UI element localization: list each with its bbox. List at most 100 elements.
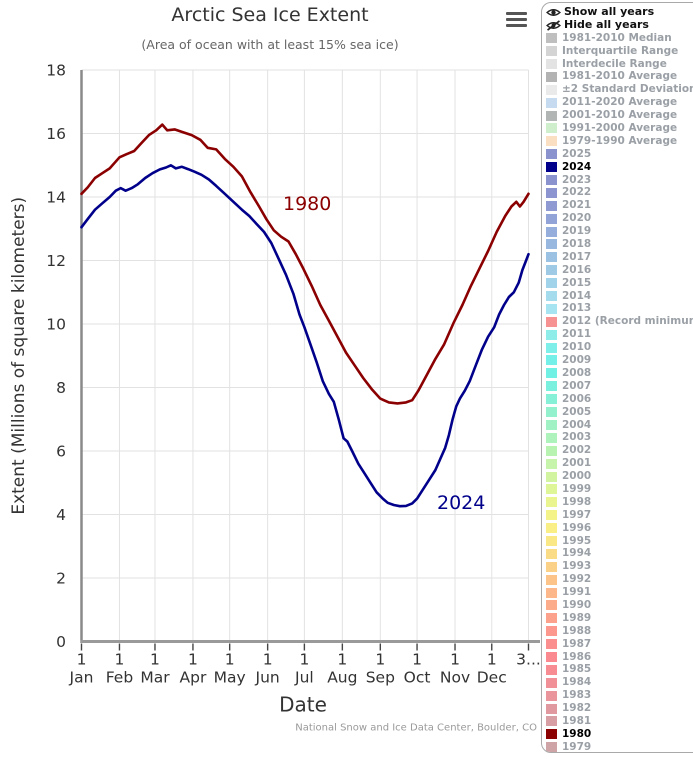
legend-entry-2017[interactable]: 2017 [542,251,693,264]
legend-entry-1990[interactable]: 1990 [542,599,693,612]
legend-entry-1983[interactable]: 1983 [542,689,693,702]
x-tick-label-month: Mar [140,669,170,687]
legend-entry-1981[interactable]: 1981 [542,715,693,728]
legend-entry-2011-2020[interactable]: 2011-2020 Average [542,96,693,109]
legend-entry-2015[interactable]: 2015 [542,277,693,290]
legend-entry-1989[interactable]: 1989 [542,612,693,625]
legend-entry-label: 1998 [562,495,592,508]
legend-entry-1996[interactable]: 1996 [542,522,693,535]
x-tick-label-day: 1 [375,651,385,669]
legend-swatch [546,639,557,650]
legend-entry-1979[interactable]: 1979 [542,741,693,752]
legend-entry-1991[interactable]: 1991 [542,586,693,599]
legend-entry-2002[interactable]: 2002 [542,444,693,457]
legend-entry-2021[interactable]: 2021 [542,199,693,212]
legend-entry-Interdecile[interactable]: Interdecile Range [542,58,693,71]
y-tick-label: 12 [46,252,66,270]
legend-entry-1992[interactable]: 1992 [542,573,693,586]
legend-swatch [546,407,557,418]
legend-entry-2008[interactable]: 2008 [542,367,693,380]
x-tick-label-month: Jun [255,669,280,687]
x-tick-label-month: Feb [106,669,133,687]
legend-entry-2019[interactable]: 2019 [542,225,693,238]
series-line-2024[interactable] [80,164,530,508]
legend-entry-2007[interactable]: 2007 [542,380,693,393]
export-menu-button[interactable] [506,9,532,31]
legend-swatch [546,432,557,443]
legend-entry-label: 1983 [562,689,592,702]
legend-entry-label: 1989 [562,611,592,624]
legend-entry-2024[interactable]: 2024 [542,161,693,174]
legend-entry-1997[interactable]: 1997 [542,509,693,522]
legend-entry-2010[interactable]: 2010 [542,341,693,354]
legend-entry-label: 2023 [562,173,592,186]
legend-entry-1998[interactable]: 1998 [542,496,693,509]
legend-entry-label: 2002 [562,444,592,457]
legend-entry-label: 2022 [562,186,592,199]
show-all-years-button[interactable]: Show all years [542,5,693,19]
legend-swatch [546,252,557,263]
legend-entry-label: 2025 [562,147,592,160]
legend-swatch [546,265,557,276]
legend-entry-2018[interactable]: 2018 [542,238,693,251]
legend-entry-label: 2015 [562,276,592,289]
x-tick-label-month: Jul [294,669,314,687]
legend-entry-2020[interactable]: 2020 [542,212,693,225]
eye-icon [546,7,562,18]
legend-entry-2025[interactable]: 2025 [542,148,693,161]
legend-swatch [546,200,557,211]
legend-entry-1985[interactable]: 1985 [542,663,693,676]
legend-swatch [546,355,557,366]
legend-swatch [546,342,557,353]
legend-entry-2005[interactable]: 2005 [542,406,693,419]
legend-entry-2016[interactable]: 2016 [542,264,693,277]
legend-swatch [546,162,557,173]
hamburger-icon [506,11,532,28]
legend-entry-2001-2010[interactable]: 2001-2010 Average [542,109,693,122]
legend-entry-label: 2008 [562,366,592,379]
legend-entry-2000[interactable]: 2000 [542,470,693,483]
series-line-1980[interactable] [80,123,530,405]
legend-entry-label: 2012 (Record minimum) [562,315,693,328]
legend-entry-1984[interactable]: 1984 [542,676,693,689]
legend-entry-1979-1990[interactable]: 1979-1990 Average [542,135,693,148]
legend-entry-Interquartile[interactable]: Interquartile Range [542,45,693,58]
y-tick-label: 18 [46,62,66,80]
legend-entry-1999[interactable]: 1999 [542,483,693,496]
legend-entry-label: 2017 [562,250,592,263]
legend-entry-label: 1987 [562,637,592,650]
hide-all-years-button[interactable]: Hide all years [542,18,693,32]
legend-entry-±2[interactable]: ±2 Standard Deviations [542,83,693,96]
legend-entries: 1981-2010 Median Interquartile Range Inter… [542,32,693,752]
legend-entry-2009[interactable]: 2009 [542,354,693,367]
legend-entry-1993[interactable]: 1993 [542,560,693,573]
legend-entry-2023[interactable]: 2023 [542,174,693,187]
legend-entry-2013[interactable]: 2013 [542,302,693,315]
legend-swatch [546,149,557,160]
legend-entry-1988[interactable]: 1988 [542,625,693,638]
legend-entry-1987[interactable]: 1987 [542,638,693,651]
legend-swatch [546,59,557,69]
y-axis-title: Extent (Millions of square kilometers) [9,197,29,515]
legend-entry-1986[interactable]: 1986 [542,651,693,664]
legend-entry-1981-2010[interactable]: 1981-2010 Median [542,32,693,45]
legend-entry-2014[interactable]: 2014 [542,290,693,303]
legend-entry-2006[interactable]: 2006 [542,393,693,406]
legend-panel: Show all years Hide all years 1981-2010 … [541,2,693,753]
legend-entry-2004[interactable]: 2004 [542,419,693,432]
x-tick-label-day: 1 [225,651,235,669]
legend-entry-1982[interactable]: 1982 [542,702,693,715]
legend-entry-1994[interactable]: 1994 [542,547,693,560]
legend-entry-2003[interactable]: 2003 [542,431,693,444]
legend-entry-1981-2010[interactable]: 1981-2010 Average [542,70,693,83]
y-tick-label: 0 [56,633,66,651]
legend-entry-1980[interactable]: 1980 [542,728,693,741]
legend-entry-1995[interactable]: 1995 [542,535,693,548]
legend-entry-1991-2000[interactable]: 1991-2000 Average [542,122,693,135]
legend-entry-2011[interactable]: 2011 [542,328,693,341]
legend-entry-2012[interactable]: 2012 (Record minimum) [542,315,693,328]
y-tick-label: 10 [46,316,66,334]
legend-entry-2001[interactable]: 2001 [542,457,693,470]
legend-entry-2022[interactable]: 2022 [542,186,693,199]
legend-swatch [546,291,557,302]
